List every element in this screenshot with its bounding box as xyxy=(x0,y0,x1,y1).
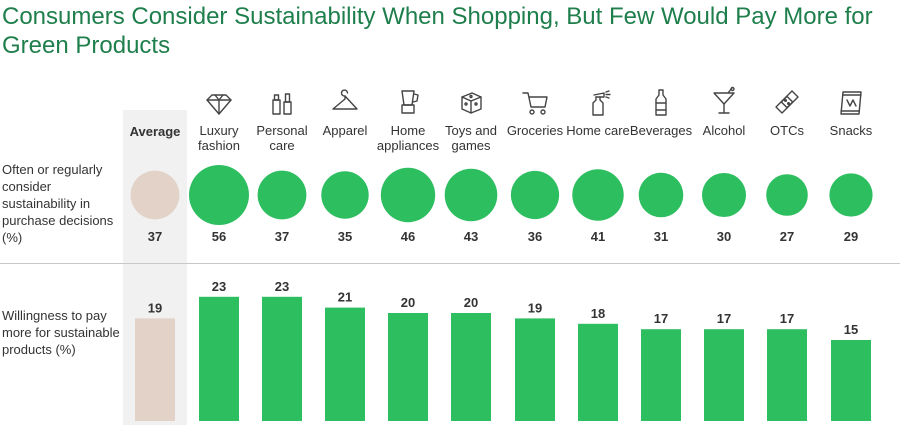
row-label-consider: Often or regularly consider sustainabili… xyxy=(2,162,114,245)
spray-bottle-icon xyxy=(582,86,614,118)
bar-value-label: 20 xyxy=(464,295,478,310)
bar-value-label: 23 xyxy=(212,279,226,294)
snack-bag-icon xyxy=(835,86,867,118)
cocktail-glass-icon xyxy=(708,86,740,118)
bubble xyxy=(321,171,369,219)
row-divider xyxy=(0,263,900,264)
bubble xyxy=(638,172,684,218)
column-label: Beverages xyxy=(629,123,693,138)
bubble-value-label: 46 xyxy=(401,229,415,244)
bubble xyxy=(380,167,436,223)
bubble-value-label: 30 xyxy=(717,229,731,244)
bubble xyxy=(572,169,624,221)
bubble-value-label: 56 xyxy=(212,229,226,244)
blender-icon xyxy=(392,86,424,118)
bubble-value-label: 35 xyxy=(338,229,352,244)
hanger-icon xyxy=(329,86,361,118)
column-label: Alcohol xyxy=(702,123,746,138)
bubble xyxy=(189,165,249,225)
bar xyxy=(515,318,555,421)
bar xyxy=(199,296,239,421)
bar xyxy=(704,329,744,421)
bubble-value-label: 43 xyxy=(464,229,478,244)
bubble-value-label: 37 xyxy=(148,229,162,244)
bubble xyxy=(829,173,873,217)
chart-title: Consumers Consider Sustainability When S… xyxy=(2,3,873,59)
bar-value-label: 19 xyxy=(528,300,542,315)
column-label: Luxury fashion xyxy=(198,123,240,153)
shopping-cart-icon xyxy=(519,86,551,118)
bubble-value-label: 31 xyxy=(654,229,668,244)
bar-value-label: 23 xyxy=(275,279,289,294)
bar xyxy=(578,323,618,421)
bar xyxy=(767,329,807,421)
bar xyxy=(831,340,871,421)
average-bar xyxy=(135,318,175,421)
diamond-icon xyxy=(203,86,235,118)
bar-value-label: 17 xyxy=(654,311,668,326)
column-label: Home care xyxy=(566,123,630,138)
row-label-pay-more: Willingness to pay more for sustainable … xyxy=(2,308,120,357)
bar-value-label: 18 xyxy=(591,306,605,321)
bar-value-label: 17 xyxy=(717,311,731,326)
bubble-value-label: 37 xyxy=(275,229,289,244)
column-label: Personal care xyxy=(256,123,308,153)
bubble xyxy=(510,170,560,220)
bubble xyxy=(702,173,746,217)
bar xyxy=(325,307,365,421)
column-label: Groceries xyxy=(506,123,564,138)
bubble-value-label: 27 xyxy=(780,229,794,244)
bar xyxy=(262,296,302,421)
bar xyxy=(451,313,491,421)
cosmetics-icon xyxy=(266,86,298,118)
column-label-average: Average xyxy=(129,124,181,139)
bar-value-label: 15 xyxy=(844,322,858,337)
bottle-icon xyxy=(645,86,677,118)
bar-value-label: 19 xyxy=(148,300,162,315)
bar-value-label: 21 xyxy=(338,290,352,305)
bubble-value-label: 36 xyxy=(528,229,542,244)
bubble-value-label: 29 xyxy=(844,229,858,244)
bubble xyxy=(444,168,498,222)
column-label: Apparel xyxy=(322,123,368,138)
bandage-icon xyxy=(771,86,803,118)
column-label: OTCs xyxy=(770,123,804,138)
bubble xyxy=(257,170,307,220)
bar xyxy=(641,329,681,421)
column-label: Toys and games xyxy=(444,123,498,153)
column-label: Snacks xyxy=(829,123,873,138)
average-bubble xyxy=(130,170,180,220)
dice-icon xyxy=(455,86,487,118)
bubble-value-label: 41 xyxy=(591,229,605,244)
bar-value-label: 20 xyxy=(401,295,415,310)
column-label: Home appliances xyxy=(376,123,440,153)
bar xyxy=(388,313,428,421)
bubble xyxy=(766,174,808,216)
bar-value-label: 17 xyxy=(780,311,794,326)
